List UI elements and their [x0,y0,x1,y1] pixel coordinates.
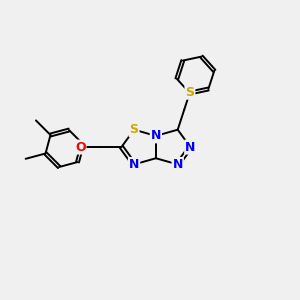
Text: N: N [151,129,161,142]
Text: N: N [185,141,196,154]
Text: S: S [130,123,139,136]
Text: N: N [172,158,183,171]
Text: S: S [185,86,194,99]
Text: N: N [129,158,139,171]
Text: O: O [75,141,86,154]
